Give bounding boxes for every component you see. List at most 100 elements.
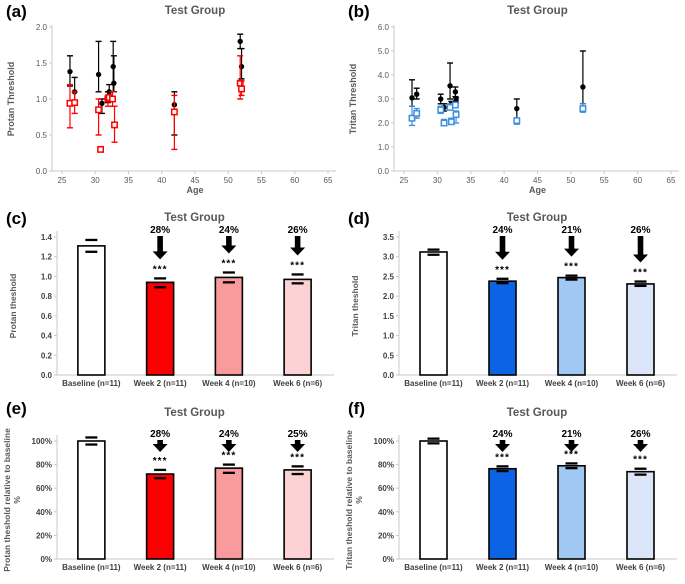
bar-group: *** 24% [488,225,517,376]
x-tick-label: 60 [633,176,642,185]
x-category-label: Week 6 (n=6) [616,379,665,388]
data-point [440,119,448,127]
bar [626,283,655,376]
y-tick-label: 2.0 [383,292,395,301]
x-tick-label: 40 [157,176,166,185]
down-arrow-icon [633,440,648,452]
y-tick-label: 0.4 [41,332,53,341]
panel-b: (b) Test Group 0.0 1.0 2.0 3.0 4.0 5.0 6.0 25 30 3… [342,0,685,195]
data-point [106,89,112,95]
significance-stars: *** [633,268,648,279]
x-category-label: Week 2 (n=11) [134,563,187,572]
bar [488,467,517,560]
significance-stars: *** [564,262,579,273]
x-tick-label: 45 [533,176,542,185]
x-tick-label: 45 [191,176,200,185]
chart-title: Test Group [507,212,567,224]
y-tick-label: 0.0 [378,167,390,176]
bar-group: *** 26% [283,225,312,376]
data-point [111,80,117,86]
y-tick-label: 3.0 [378,95,390,104]
y-tick-label: 1.4 [41,233,53,242]
y-tick-label: 0.5 [36,131,48,140]
x-category-label: Baseline (n=11) [404,379,463,388]
bar [419,251,448,376]
x-tick-label: 55 [257,176,266,185]
y-tick-label: 0.2 [41,351,53,360]
down-arrow-icon [564,440,579,452]
data-point [99,100,105,107]
percent-drop-label: 24% [219,225,239,236]
tritan-threshold-vs-age-scatter: Test Group 0.0 1.0 2.0 3.0 4.0 5.0 6.0 25 30 35 40 4… [348,5,679,195]
y-tick-label: 1.0 [41,272,53,281]
data-point [514,105,520,112]
significance-stars: *** [222,451,237,462]
bar [77,440,106,560]
y-axis-title: % [12,496,22,504]
y-tick-label: 1.0 [383,332,395,341]
significance-stars: *** [495,452,510,463]
down-arrow-icon [152,440,168,452]
y-tick-label: 100% [374,437,394,446]
chart-title: Test Group [507,5,567,17]
panel-c: (c) Test Group 0.0 0.2 0.4 0.6 0.8 1.0 1.2 1.4 Pr… [0,197,342,395]
x-tick-label: 55 [600,176,609,185]
significance-stars: *** [222,258,237,269]
y-tick-label: 60% [36,484,52,493]
data-point [447,118,455,126]
y-tick-label: 0.8 [41,292,53,301]
bar-group: *** 21% [557,225,586,376]
y-tick-label: 2.0 [378,119,390,128]
y-tick-label: 1.0 [36,95,48,104]
bar [214,276,244,376]
y-tick-label: 20% [36,531,52,540]
y-axis-title: % [354,496,364,504]
bar [77,245,106,376]
y-tick-label: 2.0 [36,23,48,32]
y-tick-label: 0.0 [36,167,48,176]
x-tick-label: 35 [466,176,475,185]
data-point [95,106,103,114]
significance-stars: *** [633,455,648,466]
panel-e-letter: (e) [6,399,27,418]
y-axis-title: Protan Threshold [6,62,16,137]
x-tick-label: 35 [124,176,133,185]
data-point [111,121,118,129]
y-tick-label: 1.0 [378,143,390,152]
data-point [437,106,445,114]
down-arrow-icon [290,440,306,452]
y-axis-title: Protan theshold [8,274,18,339]
bar [145,281,175,376]
down-arrow-icon [152,236,168,260]
bar-group: *** 24% [488,429,517,560]
significance-stars: *** [153,456,168,467]
x-tick-label: 65 [324,176,333,185]
panel-f-letter: (f) [348,399,365,418]
y-tick-label: 0% [382,555,394,564]
data-point [237,38,243,45]
bar-group: *** 25% [283,429,312,560]
percent-drop-label: 24% [219,429,239,440]
y-tick-label: 6.0 [378,23,390,32]
y-tick-label: 0% [40,555,52,564]
bar-group: *** 24% [214,225,244,376]
x-category-label: Week 4 (n=10) [545,563,599,572]
protan-threshold-vs-age-scatter: Test Group 0.0 0.5 1.0 1.5 2.0 25 30 35 40 45 50 55 6… [6,5,336,195]
bar [488,280,517,376]
x-category-label: Week 2 (n=11) [134,379,187,388]
data-point [71,99,79,107]
series-blue-open-squares [408,101,587,127]
y-axis-title: Protan theshold relative to baseline [2,428,12,572]
data-point [170,108,178,116]
series-black-filled-circles [66,33,245,136]
y-tick-label: 2.5 [383,272,395,281]
significance-stars: *** [290,260,305,271]
x-category-label: Week 2 (n=11) [476,563,529,572]
chart-title: Test Group [165,5,225,17]
panel-e: (e) Test Group 0% 20% 40% 60% 80% 100% Protan t… [0,395,342,584]
percent-drop-label: 26% [630,429,650,440]
data-point [109,95,116,103]
y-tick-label: 0.5 [383,351,395,360]
bar [283,469,312,560]
y-tick-label: 1.2 [41,253,53,262]
